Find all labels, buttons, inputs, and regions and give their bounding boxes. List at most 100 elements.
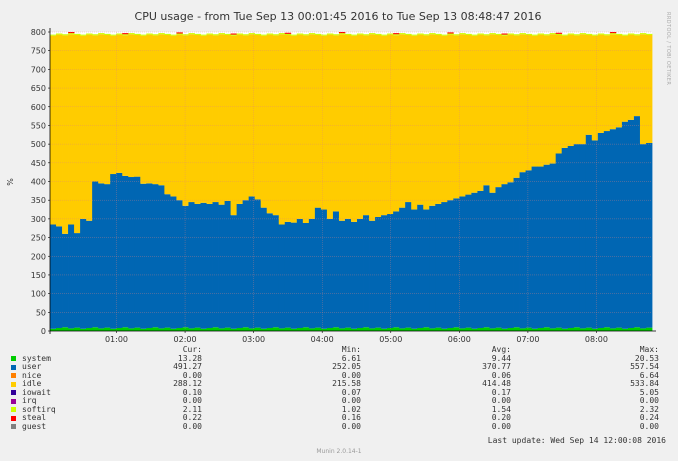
idle-area <box>338 34 346 221</box>
data-column <box>92 34 99 331</box>
softirq-area <box>609 33 617 35</box>
system-area <box>260 328 268 331</box>
softirq-area <box>140 34 147 36</box>
data-column <box>170 34 177 331</box>
idle-area <box>278 34 286 225</box>
system-area <box>519 328 526 331</box>
data-column <box>405 33 412 331</box>
legend-max: 557.54 <box>630 362 659 371</box>
softirq-area <box>170 34 177 36</box>
system-area <box>543 327 551 331</box>
data-column <box>182 34 189 331</box>
data-column <box>591 34 599 331</box>
softirq-area <box>573 34 581 36</box>
idle-area <box>194 34 201 204</box>
x-tick-label: 08:00 <box>585 335 608 344</box>
idle-area <box>351 35 358 222</box>
system-area <box>182 327 189 331</box>
data-column <box>621 34 629 331</box>
header-max: Max: <box>639 345 659 354</box>
data-column <box>200 34 207 331</box>
data-column <box>561 34 569 331</box>
data-column <box>627 33 635 331</box>
legend-max: 6.64 <box>639 370 659 380</box>
data-column <box>447 32 454 331</box>
legend-name: user <box>22 362 42 371</box>
softirq-area <box>182 34 189 36</box>
softirq-area <box>441 34 448 36</box>
data-column <box>441 34 448 331</box>
user-area <box>453 198 460 328</box>
softirq-area <box>86 33 93 35</box>
softirq-area <box>92 34 99 36</box>
system-area <box>411 328 418 331</box>
data-column <box>501 33 508 331</box>
legend-max: 0.00 <box>639 396 659 405</box>
steal-area <box>447 32 454 34</box>
data-column <box>212 34 219 331</box>
idle-area <box>645 34 653 144</box>
series-layer <box>50 32 653 331</box>
softirq-area <box>230 34 238 36</box>
softirq-area <box>302 34 310 36</box>
data-column <box>381 34 388 331</box>
softirq-area <box>56 33 63 35</box>
system-area <box>278 328 286 331</box>
data-column <box>459 33 466 331</box>
legend-name: system <box>22 353 51 363</box>
system-area <box>441 328 448 331</box>
user-area <box>272 215 280 328</box>
system-area <box>615 327 623 331</box>
data-column <box>489 33 496 331</box>
data-column <box>495 33 502 331</box>
x-tick-label: 07:00 <box>516 335 539 344</box>
data-column <box>104 33 111 331</box>
idle-area <box>429 34 436 206</box>
data-column <box>453 34 460 331</box>
idle-area <box>441 35 448 203</box>
data-column <box>224 33 231 331</box>
system-area <box>465 327 472 331</box>
system-area <box>483 327 490 331</box>
idle-area <box>501 35 508 185</box>
idle-area <box>393 35 400 212</box>
user-area <box>224 200 231 328</box>
data-column <box>338 32 346 331</box>
data-column <box>543 34 551 331</box>
legend-max: 5.05 <box>639 387 659 397</box>
legend-row-softirq: softirq 2.11 1.02 1.54 2.32 <box>8 405 668 415</box>
softirq-area <box>242 34 250 36</box>
idle-area <box>561 35 569 148</box>
system-area <box>561 328 569 331</box>
softirq-area <box>543 34 551 36</box>
data-column <box>615 33 623 331</box>
softirq-area <box>248 33 256 35</box>
softirq-area <box>122 34 129 36</box>
header-min: Min: <box>341 345 361 354</box>
softirq-area <box>399 33 406 35</box>
data-column <box>308 33 316 331</box>
legend-row-idle: idle 288.12 215.58 414.48 533.84 <box>8 379 668 389</box>
softirq-area <box>369 33 376 35</box>
idle-area <box>110 35 117 175</box>
system-area <box>326 328 334 331</box>
legend-swatch <box>11 415 16 421</box>
system-area <box>188 328 195 331</box>
idle-area <box>411 35 418 210</box>
user-area <box>164 194 171 328</box>
softirq-area <box>561 34 569 36</box>
softirq-area <box>68 33 75 35</box>
data-column <box>483 34 490 331</box>
legend-swatch <box>11 390 16 395</box>
y-tick-label: 100 <box>31 290 46 299</box>
idle-area <box>86 34 93 221</box>
data-column <box>507 33 514 331</box>
idle-area <box>459 34 466 197</box>
softirq-area <box>357 33 364 35</box>
system-area <box>254 327 262 331</box>
idle-area <box>218 34 225 205</box>
idle-area <box>260 35 268 208</box>
idle-area <box>639 34 647 145</box>
idle-area <box>326 34 334 219</box>
